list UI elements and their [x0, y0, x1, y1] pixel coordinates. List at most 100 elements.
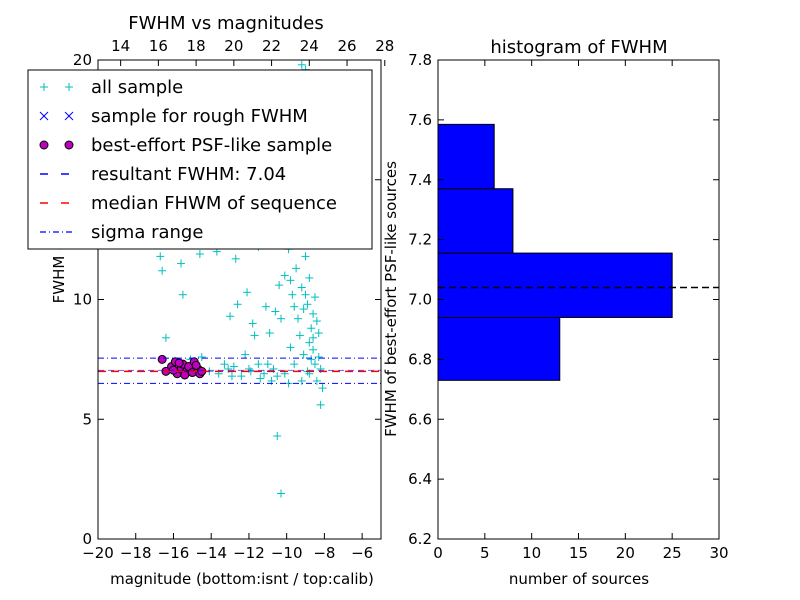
legend-label: sample for rough FWHM — [91, 106, 308, 127]
x-tick-label: −8 — [313, 544, 335, 562]
top-x-tick-label: 20 — [224, 37, 243, 55]
all-sample-point — [161, 333, 170, 342]
legend-entry: sigma range — [40, 222, 203, 243]
legend-label: resultant FWHM: 7.04 — [91, 164, 286, 185]
top-x-tick-label: 24 — [300, 37, 319, 55]
histogram-bars — [437, 123, 673, 381]
psf-sample-point — [174, 358, 184, 368]
all-sample-point — [256, 374, 265, 383]
histogram-x-tick-label: 20 — [616, 544, 635, 562]
histogram-y-tick-label: 6.4 — [408, 470, 432, 488]
all-sample-point — [241, 350, 250, 359]
histogram-y-tick-label: 7.0 — [408, 291, 432, 309]
x-tick-label: −16 — [158, 544, 190, 562]
legend-x-marker — [64, 111, 74, 121]
scatter-axes: −20 −18 −16 −14 −12 −10 −8 −6 14 16 18 20 22 24 26 28 0 5… — [73, 37, 394, 562]
legend-entry: sample for rough FWHM — [39, 106, 308, 127]
all-sample-point — [243, 288, 252, 297]
histogram-bar — [437, 252, 673, 318]
legend-x-marker — [39, 111, 49, 121]
scatter-panel: FWHM vs magnitudes −20 −18 −16 −14 −12 −10 −8−… — [27, 13, 394, 588]
all-sample-point — [316, 400, 325, 409]
legend-label: median FHWM of sequence — [91, 193, 337, 214]
all-sample-point — [231, 254, 240, 263]
all-sample-point — [261, 302, 270, 311]
all-sample-point — [277, 489, 286, 498]
all-sample-point — [310, 360, 319, 369]
psf-sample-point — [191, 360, 201, 370]
histogram-panel: histogram of FWHM 0 5 10 15 20 25 30 6.2 6.4 6.6 6… — [382, 37, 729, 588]
all-sample-point — [286, 343, 295, 352]
all-sample-point — [156, 252, 165, 261]
all-sample-point — [286, 276, 295, 285]
all-sample-point — [265, 329, 274, 338]
all-sample-point — [260, 369, 269, 378]
all-sample-point — [301, 290, 310, 299]
y-tick-label: 10 — [73, 291, 92, 309]
all-sample-point — [290, 302, 299, 311]
y-tick-label: 20 — [73, 51, 92, 69]
legend-entry: resultant FWHM: 7.04 — [40, 164, 286, 185]
all-sample-point — [318, 384, 327, 393]
top-x-tick-label: 28 — [375, 37, 394, 55]
all-sample-point — [307, 324, 316, 333]
all-sample-point — [297, 283, 306, 292]
all-sample-point — [293, 314, 302, 323]
all-sample-point — [305, 273, 314, 282]
x-tick-label: −14 — [195, 544, 227, 562]
histogram-x-tick-label: 15 — [569, 544, 588, 562]
all-sample-point — [280, 271, 289, 280]
all-sample-point — [273, 432, 282, 441]
x-tick-label: −20 — [82, 544, 114, 562]
legend-circle-marker — [64, 140, 74, 150]
all-sample-point — [273, 372, 282, 381]
top-x-tick-label: 18 — [187, 37, 206, 55]
all-sample-point — [305, 338, 314, 347]
all-sample-point — [227, 372, 236, 381]
legend-items: all sample sample for rough FWHM best-effo… — [39, 77, 337, 243]
histogram-y-tick-label: 6.2 — [408, 530, 432, 548]
all-sample-point — [220, 360, 229, 369]
all-sample-point — [177, 259, 186, 268]
all-sample-point — [309, 309, 318, 318]
histogram-y-tick-label: 7.4 — [408, 171, 432, 189]
all-sample-point — [314, 329, 323, 338]
scatter-reference-lines — [98, 357, 381, 384]
histogram-y-tick-label: 7.2 — [408, 231, 432, 249]
all-sample-point — [226, 312, 235, 321]
all-sample-point — [237, 372, 246, 381]
histogram-x-axis-label: number of sources — [509, 570, 649, 588]
x-tick-label: −18 — [120, 544, 152, 562]
all-sample-point — [271, 307, 280, 316]
histogram-x-tick-label: 5 — [480, 544, 490, 562]
scatter-title: FWHM vs magnitudes — [128, 13, 323, 34]
histogram-y-tick-label: 7.6 — [408, 111, 432, 129]
top-x-tick-label: 26 — [337, 37, 356, 55]
all-sample-point — [195, 249, 204, 258]
all-sample-point — [277, 314, 286, 323]
histogram-x-tick-label: 25 — [663, 544, 682, 562]
all-sample-point — [250, 331, 259, 340]
all-sample-point — [310, 293, 319, 302]
all-sample-point — [263, 360, 272, 369]
all-sample-point — [178, 290, 187, 299]
legend-label: best-effort PSF-like sample — [91, 135, 332, 156]
histogram-y-tick-label: 6.6 — [408, 410, 432, 428]
histogram-bar — [437, 188, 514, 254]
histogram-bar — [437, 316, 561, 381]
all-sample-point — [299, 350, 308, 359]
all-sample-point — [158, 266, 167, 275]
histogram-y-tick-label: 7.8 — [408, 51, 432, 69]
all-sample-point — [297, 376, 306, 385]
all-sample-point — [290, 360, 299, 369]
all-sample-point — [288, 290, 297, 299]
all-sample-point — [299, 305, 308, 314]
all-sample-point — [312, 376, 321, 385]
all-sample-point — [233, 300, 242, 309]
legend-box — [27, 69, 373, 250]
histogram-x-tick-label: 0 — [433, 544, 443, 562]
all-sample-point — [295, 331, 304, 340]
top-x-tick-label: 22 — [262, 37, 281, 55]
legend-circle-marker — [39, 140, 49, 150]
